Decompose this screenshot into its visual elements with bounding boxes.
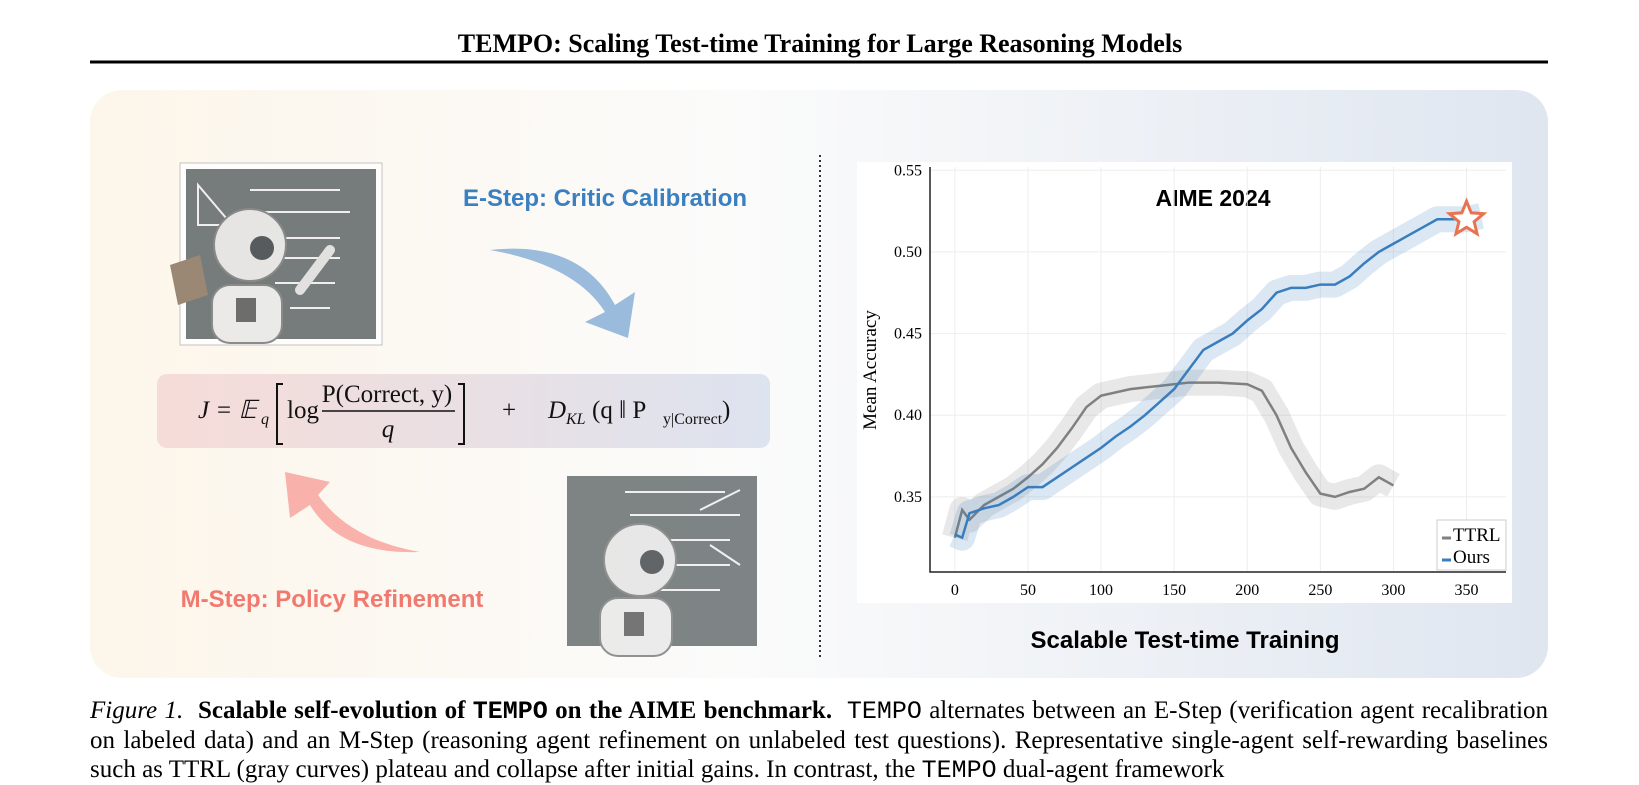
legend-label: TTRL xyxy=(1453,525,1501,546)
figure-subtitle: Scalable Test-time Training xyxy=(1031,627,1340,654)
figure-label: Figure 1. xyxy=(90,697,184,724)
formula-kl-sub: KL xyxy=(565,411,586,428)
caption-bold: Scalable self-evolution of xyxy=(197,697,466,724)
plot: 0.35 0.40 0.45 0.50 0.55 0 50 100 150 200 250 300 35… xyxy=(894,162,1507,599)
caption-mono: TEMPO xyxy=(846,697,922,726)
legend-label: Ours xyxy=(1453,547,1490,568)
formula-numerator: P(Correct, y) xyxy=(322,381,453,408)
caption-text: dual-agent framework xyxy=(1002,756,1225,783)
robot-student-illustration xyxy=(567,476,757,657)
chart-title: AIME 2024 xyxy=(1155,185,1270,211)
paper-header: TEMPO: Scaling Test-time Training for La… xyxy=(458,29,1182,58)
x-tick-label: 50 xyxy=(1020,582,1036,599)
x-tick-label: 300 xyxy=(1381,582,1405,599)
y-axis-label: Mean Accuracy xyxy=(860,310,881,430)
y-tick-label: 0.35 xyxy=(894,489,922,506)
legend-box xyxy=(1436,519,1507,571)
formula-lhs: J = 𝔼 xyxy=(198,397,259,424)
formula-close: ) xyxy=(722,397,730,424)
caption-mono: TEMPO xyxy=(921,756,997,785)
robot-teacher-illustration xyxy=(170,162,383,346)
m-step-label: M-Step: Policy Refinement xyxy=(181,586,484,613)
formula-kl-args: (q ‖ P xyxy=(592,397,646,424)
x-tick-label: 350 xyxy=(1455,582,1479,599)
formula-kl: D xyxy=(547,397,566,424)
figure: TEMPO: Scaling Test-time Training for La… xyxy=(90,29,1548,678)
formula: J = 𝔼 q log P(Correct, y) q + D KL (q ‖ … xyxy=(198,381,730,445)
x-tick-label: 150 xyxy=(1162,582,1186,599)
formula-denominator: q xyxy=(382,416,395,443)
x-tick-label: 0 xyxy=(951,582,959,599)
e-step-label: E-Step: Critic Calibration xyxy=(463,185,747,212)
series-line xyxy=(953,381,1395,539)
axes xyxy=(929,167,1506,573)
formula-kl-args-sub: y|Correct xyxy=(663,411,723,428)
series-line xyxy=(954,214,1482,540)
caption: Figure 1. Scalable self-evolution of TEM… xyxy=(90,696,1548,785)
formula-sub: q xyxy=(261,411,269,428)
highlight-star xyxy=(1445,197,1488,238)
caption-bold-mono: TEMPO xyxy=(472,697,548,726)
m-step-arrow xyxy=(285,472,420,553)
formula-log: log xyxy=(287,397,319,424)
x-tick-label: 250 xyxy=(1308,582,1332,599)
y-tick-label: 0.50 xyxy=(894,244,922,261)
y-tick-label: 0.40 xyxy=(894,407,922,424)
formula-plus: + xyxy=(502,397,516,424)
e-step-arrow xyxy=(490,248,635,338)
y-tick-label: 0.45 xyxy=(894,326,922,343)
page: TEMPO: Scaling Test-time Training for La… xyxy=(90,29,1549,785)
x-tick-label: 200 xyxy=(1235,582,1259,599)
y-tick-label: 0.55 xyxy=(894,162,922,179)
x-tick-label: 100 xyxy=(1089,582,1113,599)
caption-bold: on the AIME benchmark. xyxy=(555,697,833,724)
